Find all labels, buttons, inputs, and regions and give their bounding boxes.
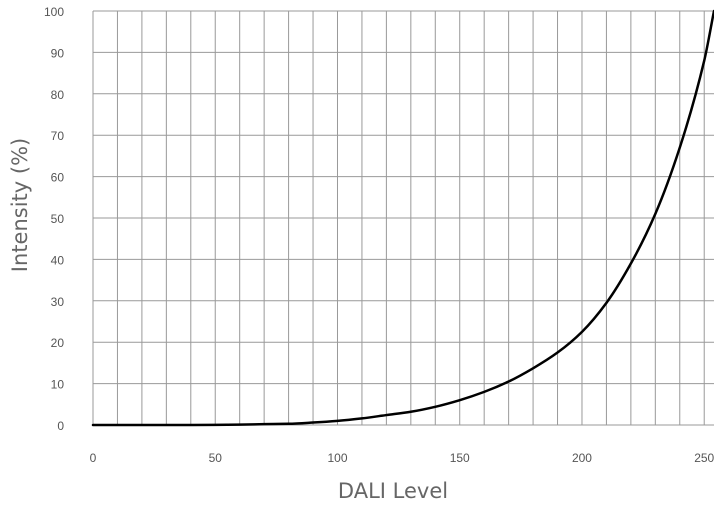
grid (92, 10, 714, 426)
y-tick-label: 90 (51, 46, 65, 60)
x-tick-label: 250 (694, 451, 714, 465)
x-tick-labels: 0 50 100 150 200 250 (90, 451, 714, 465)
x-tick-label: 50 (209, 451, 223, 465)
y-tick-label: 70 (51, 129, 65, 143)
y-tick-label: 80 (51, 88, 65, 102)
y-tick-label: 100 (44, 5, 64, 19)
y-tick-label: 40 (51, 253, 65, 267)
y-tick-label: 60 (51, 171, 65, 185)
x-tick-label: 200 (572, 451, 592, 465)
y-axis-label: Intensity (%) (8, 138, 32, 272)
y-tick-label: 0 (57, 419, 64, 433)
y-tick-label: 30 (51, 295, 65, 309)
y-tick-labels: 0 10 20 30 40 50 60 70 80 90 100 (44, 5, 64, 433)
y-tick-label: 10 (51, 378, 65, 392)
series-line (91, 9, 714, 427)
x-axis-label: DALI Level (338, 479, 448, 503)
y-tick-label: 50 (51, 212, 65, 226)
x-tick-label: 150 (450, 451, 470, 465)
y-tick-label: 20 (51, 336, 65, 350)
x-tick-label: 0 (90, 451, 97, 465)
x-tick-label: 100 (327, 451, 347, 465)
